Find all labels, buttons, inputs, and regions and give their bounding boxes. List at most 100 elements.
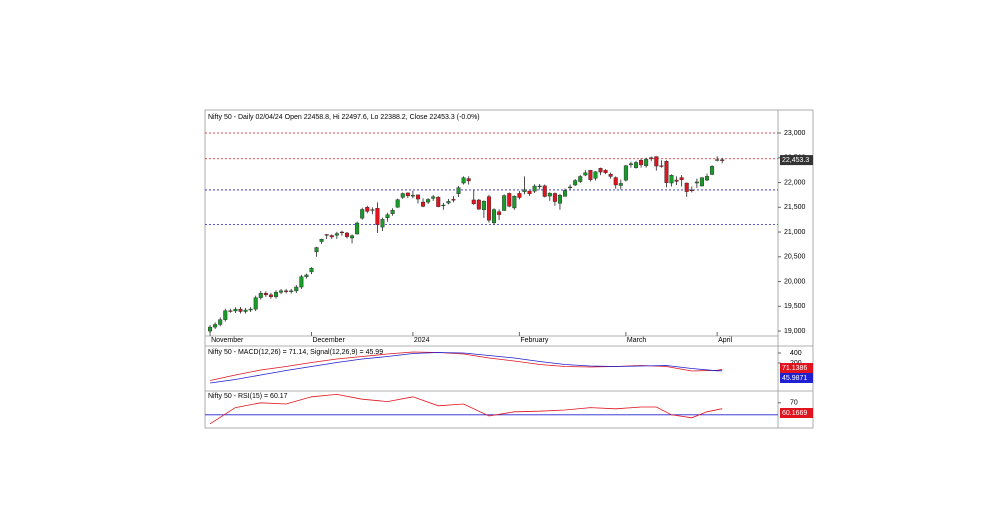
x-tick-label: February xyxy=(520,337,549,344)
candle-body xyxy=(365,207,370,212)
indicator-line xyxy=(210,352,723,384)
candle-body xyxy=(263,292,268,296)
candle-body xyxy=(532,185,537,192)
candle-body xyxy=(715,159,720,161)
candle-body xyxy=(385,214,390,218)
candle-body xyxy=(329,235,334,238)
candle-body xyxy=(284,290,289,292)
candle-body xyxy=(481,201,486,210)
candle-body xyxy=(314,247,319,253)
indicator-line xyxy=(209,393,723,425)
x-tick-label: 2024 xyxy=(414,337,430,344)
candle-body xyxy=(461,177,466,184)
candle-body xyxy=(720,159,725,161)
rsi-title: Nifty 50 - RSI(15) = 60.17 xyxy=(208,393,288,400)
candle-body xyxy=(466,178,471,182)
candle-body xyxy=(213,324,218,328)
candle-body xyxy=(294,286,299,292)
candle-body xyxy=(319,239,324,242)
candle-body xyxy=(699,177,704,187)
candle-body xyxy=(410,195,415,197)
candle-body xyxy=(486,196,491,221)
candle-body xyxy=(380,219,385,228)
y-tick-label: 20,000 xyxy=(784,278,806,285)
x-tick-label: April xyxy=(718,337,732,344)
candle-body xyxy=(527,190,532,195)
x-tick-label: December xyxy=(312,337,345,344)
last-price-label: 22,453.3 xyxy=(782,157,809,164)
y-tick-label: 20,500 xyxy=(784,254,806,261)
candle-body xyxy=(578,176,583,182)
candle-body xyxy=(218,319,223,325)
frame xyxy=(204,109,814,429)
value-box-label: 71.1386 xyxy=(782,365,807,372)
candle-body xyxy=(628,163,633,165)
x-tick-label: November xyxy=(211,337,244,344)
candle-body xyxy=(238,308,243,312)
candle-body xyxy=(223,310,228,320)
candle-body xyxy=(618,183,623,186)
candle-body xyxy=(360,209,365,219)
candle-body xyxy=(689,189,694,191)
candle-body xyxy=(436,196,441,207)
y-tick-label: 23,000 xyxy=(784,130,806,137)
candle-body xyxy=(233,308,238,312)
candle-body xyxy=(512,195,517,209)
candle-body xyxy=(557,195,562,204)
candle-body xyxy=(547,193,552,197)
candle-body xyxy=(573,180,578,186)
y-tick-label: 70 xyxy=(790,400,798,407)
candle-body xyxy=(415,194,420,200)
candle-body xyxy=(370,209,375,211)
y-tick-label: 21,500 xyxy=(784,204,806,211)
candle-body xyxy=(568,186,573,188)
candle-body xyxy=(674,179,679,182)
candle-body xyxy=(649,157,654,159)
candle-body xyxy=(507,193,512,207)
y-tick-label: 19,000 xyxy=(784,328,806,335)
candle-body xyxy=(705,176,710,181)
y-tick-label: 22,000 xyxy=(784,179,806,186)
chart-title: Nifty 50 - Daily 02/04/24 Open 22458.8, … xyxy=(208,114,480,121)
x-tick-label: March xyxy=(627,337,647,344)
candle-body xyxy=(669,175,674,184)
candle-body xyxy=(537,185,542,187)
last-price-box xyxy=(780,155,813,166)
candle-body xyxy=(563,190,568,197)
candle-body xyxy=(426,199,431,203)
candle-body xyxy=(659,165,664,167)
candle-body xyxy=(405,192,410,197)
candle-body xyxy=(634,162,639,168)
candle-body xyxy=(350,235,355,239)
candle-body xyxy=(684,182,689,192)
candle-body xyxy=(710,166,715,175)
candle-body xyxy=(588,169,593,181)
candle-body xyxy=(694,181,699,184)
candle-body xyxy=(639,160,644,166)
candle-body xyxy=(431,196,436,199)
candle-body xyxy=(228,310,233,312)
candle-body xyxy=(324,234,329,236)
candle-body xyxy=(476,199,481,210)
candle-body xyxy=(613,177,618,186)
candle-body xyxy=(208,326,213,332)
candle-body xyxy=(253,297,258,310)
candle-body xyxy=(679,177,684,180)
candle-body xyxy=(583,172,588,176)
value-box-label: 45.9871 xyxy=(782,375,807,382)
candle-body xyxy=(309,268,314,273)
candle-body xyxy=(243,309,248,312)
y-tick-label: 400 xyxy=(790,350,802,357)
candle-body xyxy=(517,193,522,198)
candle-body xyxy=(644,158,649,166)
candle-body xyxy=(248,308,253,311)
candle-body xyxy=(471,199,476,204)
candle-body xyxy=(593,171,598,179)
candle-body xyxy=(334,233,339,236)
candle-body xyxy=(304,274,309,277)
value-box xyxy=(780,363,813,373)
value-box xyxy=(780,373,813,383)
candle-body xyxy=(542,185,547,197)
candle-body xyxy=(598,167,603,173)
